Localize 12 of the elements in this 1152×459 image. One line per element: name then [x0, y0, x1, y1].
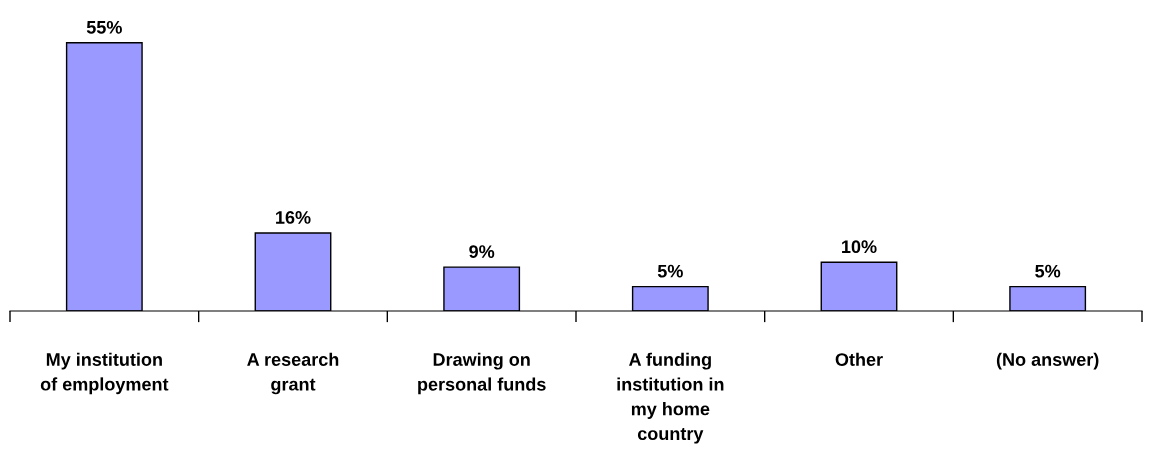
x-tick-label: My institution of employment [40, 352, 169, 395]
data-label: 55% [86, 20, 122, 34]
data-label: 16% [276, 211, 311, 224]
data-label: 10% [842, 240, 877, 254]
x-tick-label: Other [835, 352, 883, 366]
x-tick-label: (No answer) [996, 352, 1099, 370]
data-label: 5% [1035, 264, 1061, 278]
data-label: 5% [657, 264, 683, 278]
x-tick-label: Drawing on personal funds [418, 352, 546, 395]
data-label: 9% [469, 245, 495, 258]
x-tick-label: A research grant [247, 352, 339, 395]
x-tick-label: A funding institution in my home country [617, 352, 724, 444]
